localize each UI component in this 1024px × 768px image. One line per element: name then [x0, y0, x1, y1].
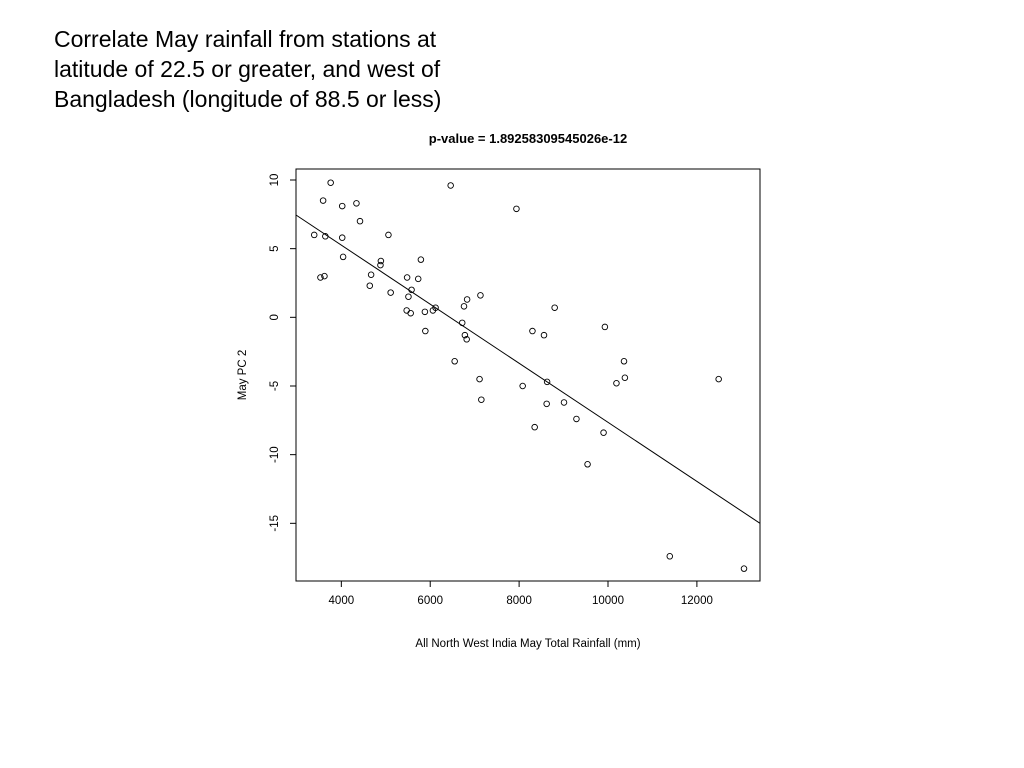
x-tick-label: 8000: [506, 595, 532, 607]
data-point: [405, 293, 412, 300]
slide-title: Correlate May rainfall from stations at …: [54, 24, 514, 114]
data-point: [513, 205, 520, 213]
data-point: [458, 319, 466, 327]
x-axis-label: All North West India May Total Rainfall …: [415, 638, 640, 650]
y-tick-label: -15: [269, 515, 281, 532]
data-point: [740, 565, 748, 572]
data-point: [339, 253, 347, 261]
data-point: [621, 374, 629, 381]
data-point: [540, 331, 548, 339]
data-point: [403, 274, 411, 281]
data-point: [407, 309, 414, 317]
data-point: [613, 379, 620, 387]
data-point: [573, 415, 580, 423]
data-point: [417, 256, 425, 263]
data-point: [543, 400, 550, 408]
data-point: [447, 182, 454, 189]
data-point: [327, 179, 334, 186]
data-point: [519, 382, 526, 390]
data-point: [478, 396, 485, 403]
data-point: [353, 200, 360, 207]
plot-box: [295, 168, 761, 582]
data-point: [317, 274, 324, 281]
data-point: [529, 327, 536, 335]
data-point: [385, 231, 392, 239]
data-point: [422, 327, 429, 335]
slide-title-line-2: latitude of 22.5 or greater, and west of: [54, 56, 441, 82]
y-tick-label: -10: [269, 446, 281, 463]
x-axis: 4000 6000 8000 10000 12000: [329, 580, 713, 607]
data-point: [377, 257, 385, 265]
data-point: [414, 275, 422, 283]
x-tick-label: 6000: [417, 595, 443, 607]
data-point: [531, 423, 538, 431]
data-point: [321, 272, 328, 280]
y-axis: 10 5 0 -5 -10 -15: [269, 174, 297, 532]
data-point: [476, 375, 483, 383]
data-point: [338, 234, 346, 241]
data-point: [451, 358, 458, 365]
data-point: [367, 271, 375, 278]
data-point: [338, 202, 346, 210]
data-point: [463, 296, 471, 303]
slide-title-line-1: Correlate May rainfall from stations at: [54, 26, 437, 52]
data-point: [543, 378, 551, 386]
chart-title: p-value = 1.89258309545026e-12: [429, 131, 627, 146]
x-tick-label: 10000: [592, 595, 624, 607]
data-point: [601, 323, 609, 331]
y-tick-label: 5: [269, 245, 281, 251]
data-point: [403, 307, 410, 314]
data-point: [477, 292, 484, 299]
data-point: [551, 304, 558, 311]
y-tick-label: -5: [269, 381, 281, 391]
data-point: [319, 197, 327, 204]
y-axis-label: May PC 2: [237, 350, 249, 401]
data-point: [666, 553, 674, 560]
y-tick-label: 0: [269, 314, 281, 320]
data-point: [421, 308, 429, 316]
data-point: [366, 282, 374, 289]
data-point: [377, 261, 384, 269]
data-point: [600, 429, 607, 436]
regression-line: [295, 214, 761, 524]
data-point: [460, 303, 468, 310]
x-tick-label: 12000: [681, 595, 713, 607]
data-point: [463, 336, 470, 343]
x-tick-label: 4000: [329, 595, 355, 607]
data-point: [356, 217, 364, 225]
data-point: [387, 289, 394, 296]
data-point: [432, 304, 439, 311]
slide-title-line-3: Bangladesh (longitude of 88.5 or less): [54, 86, 442, 112]
y-tick-label: 10: [269, 174, 281, 187]
data-point: [620, 358, 628, 365]
data-point: [715, 375, 722, 383]
data-point: [584, 461, 591, 468]
data-point: [560, 399, 568, 406]
data-point: [461, 331, 469, 339]
data-point: [310, 231, 318, 239]
data-points: [310, 179, 748, 572]
